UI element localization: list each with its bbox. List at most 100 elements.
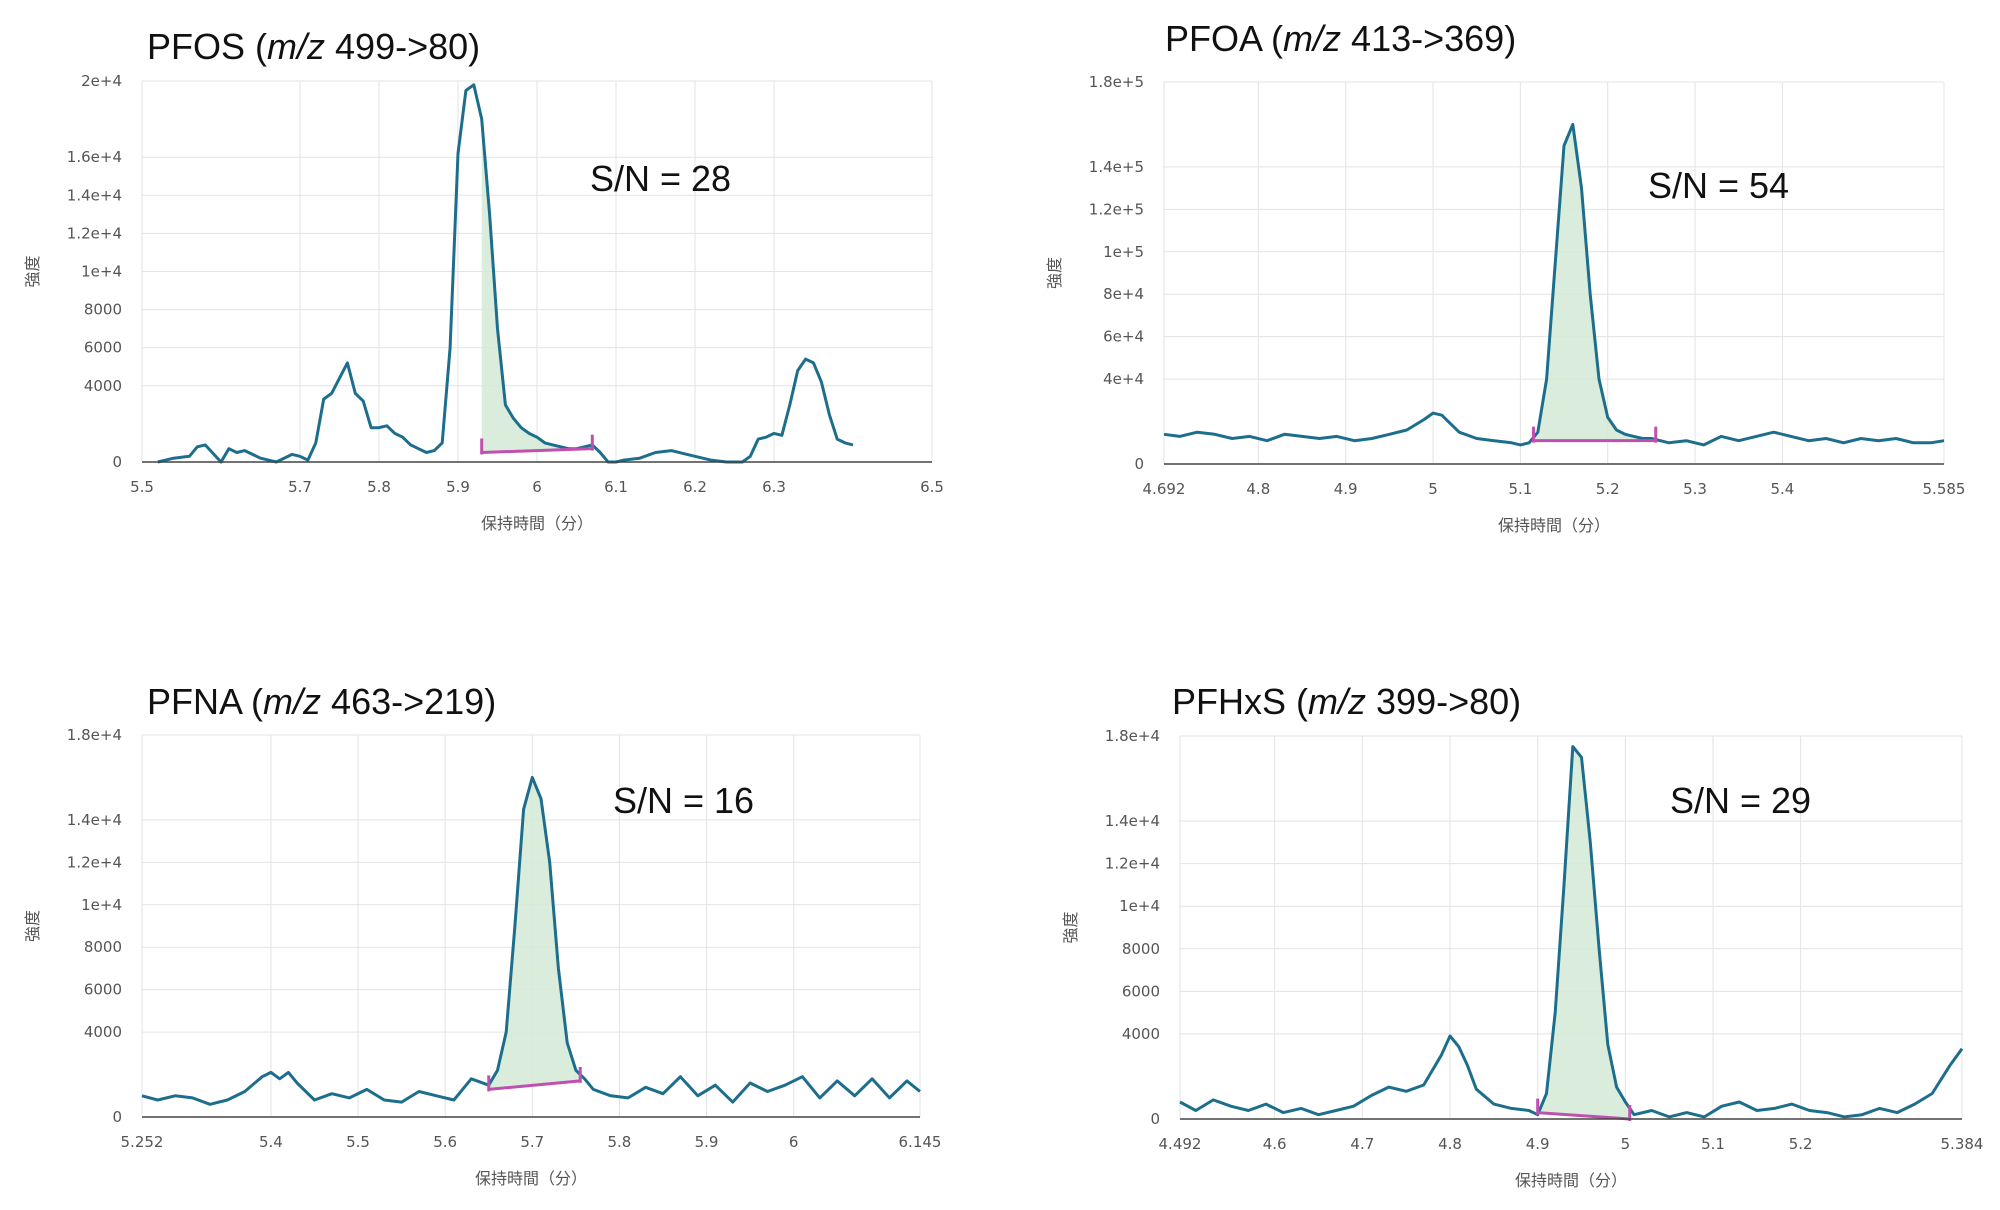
x-tick-label: 4.8 <box>1438 1135 1462 1153</box>
chart-plot: 5.5 5.7 5.8 5.9 6 6.1 6.2 6.3 6.5 0 4000 6000 8000 1e… <box>23 72 944 533</box>
chart-pfos: PFOS (m/z 499->80) 5.5 5.7 5.8 5.9 6 6.1 6.2 6.… <box>0 0 1000 605</box>
y-tick-label: 1.4e+4 <box>67 811 122 829</box>
title-transition: 413->369 <box>1351 18 1505 59</box>
chart-plot: 4.492 4.6 4.7 4.8 4.9 5 5.1 5.2 5.384 0 4000 6000 80… <box>1061 727 1984 1190</box>
y-tick-label: 0 <box>1150 1110 1160 1128</box>
x-tick-label: 5 <box>1621 1135 1631 1153</box>
chart-plot: 5.252 5.4 5.5 5.6 5.7 5.8 5.9 6 6.145 0 4000 6000 80… <box>23 726 942 1188</box>
chart-title: PFOS (m/z 499->80) <box>147 26 481 67</box>
x-tick-label: 5.9 <box>695 1133 719 1151</box>
y-tick-label: 1.2e+4 <box>1105 855 1160 873</box>
x-tick-label: 5.5 <box>130 478 154 496</box>
y-tick-label: 0 <box>112 1108 122 1126</box>
y-tick-label: 1e+4 <box>81 896 122 914</box>
x-axis-label: 保持時間（分） <box>1498 516 1610 535</box>
y-tick-label: 4000 <box>84 377 122 395</box>
y-axis-label: 強度 <box>23 910 42 942</box>
y-tick-label: 4000 <box>84 1023 122 1041</box>
x-tick-label: 5.252 <box>121 1133 164 1151</box>
x-tick-label: 6 <box>789 1133 799 1151</box>
x-tick-label: 5.585 <box>1923 480 1966 498</box>
x-axis-label: 保持時間（分） <box>475 1169 587 1188</box>
x-tick-label: 4.8 <box>1246 480 1270 498</box>
x-tick-label: 5.8 <box>607 1133 631 1151</box>
signal-to-noise-label: S/N = 54 <box>1648 165 1789 206</box>
y-tick-label: 0 <box>112 453 122 471</box>
chart-title: PFHxS (m/z 399->80) <box>1172 681 1522 722</box>
peak-area <box>1533 124 1656 441</box>
x-tick-label: 5.7 <box>288 478 312 496</box>
x-tick-label: 6.3 <box>762 478 786 496</box>
x-tick-label: 5.9 <box>446 478 470 496</box>
y-tick-label: 6000 <box>1122 982 1160 1000</box>
y-axis-label: 強度 <box>1045 257 1064 289</box>
x-tick-label: 5.1 <box>1508 480 1532 498</box>
chromatogram-trace <box>157 83 854 464</box>
x-tick-label: 4.9 <box>1334 480 1358 498</box>
y-tick-label: 8000 <box>1122 940 1160 958</box>
x-tick-label: 5.3 <box>1683 480 1707 498</box>
x-tick-label: 5.2 <box>1596 480 1620 498</box>
x-tick-label: 5 <box>1428 480 1438 498</box>
y-axis-label: 強度 <box>1061 911 1080 943</box>
x-tick-label: 6 <box>532 478 542 496</box>
y-tick-label: 1.4e+5 <box>1089 158 1144 176</box>
peak-area <box>481 119 593 453</box>
y-tick-label: 4e+4 <box>1103 370 1144 388</box>
y-tick-label: 2e+4 <box>81 72 122 90</box>
y-tick-label: 1.8e+4 <box>1105 727 1160 745</box>
signal-to-noise-label: S/N = 29 <box>1670 780 1811 821</box>
x-tick-label: 5.6 <box>433 1133 457 1151</box>
x-tick-label: 5.8 <box>367 478 391 496</box>
y-tick-label: 4000 <box>1122 1025 1160 1043</box>
x-tick-label: 5.4 <box>259 1133 283 1151</box>
y-tick-label: 8000 <box>84 301 122 319</box>
y-tick-label: 1.6e+4 <box>67 148 122 166</box>
y-tick-label: 6000 <box>84 981 122 999</box>
chart-pfna: PFNA (m/z 463->219) 5.252 5.4 5.5 5.6 5.7 5.8… <box>0 605 1000 1210</box>
title-transition: 463->219 <box>331 681 485 722</box>
y-tick-label: 1e+4 <box>81 263 122 281</box>
peak-area <box>1537 746 1630 1119</box>
chromatogram-trace <box>1179 745 1964 1119</box>
signal-to-noise-label: S/N = 16 <box>613 780 754 821</box>
y-tick-label: 8000 <box>84 938 122 956</box>
x-tick-label: 6.2 <box>683 478 707 496</box>
title-compound: PFOA <box>1165 18 1262 59</box>
title-mz-label: m/z <box>267 26 326 67</box>
title-compound: PFHxS <box>1172 681 1287 722</box>
chromatogram-trace <box>141 775 921 1106</box>
x-tick-label: 5.384 <box>1941 1135 1984 1153</box>
x-axis-label: 保持時間（分） <box>481 514 593 533</box>
x-tick-label: 5.2 <box>1789 1135 1813 1153</box>
x-tick-label: 4.492 <box>1159 1135 1202 1153</box>
chart-plot: 4.692 4.8 4.9 5 5.1 5.2 5.3 5.4 5.585 0 4e+4 6e+4 8e… <box>1045 73 1966 535</box>
chart-title: PFNA (m/z 463->219) <box>147 681 497 722</box>
x-tick-label: 6.5 <box>920 478 944 496</box>
peak-baseline <box>488 1079 581 1091</box>
x-tick-label: 5.5 <box>346 1133 370 1151</box>
x-tick-label: 6.145 <box>899 1133 942 1151</box>
title-mz-label: m/z <box>1283 18 1342 59</box>
y-tick-label: 6000 <box>84 339 122 357</box>
x-tick-label: 5.1 <box>1701 1135 1725 1153</box>
title-transition: 499->80 <box>335 26 469 67</box>
x-tick-label: 4.692 <box>1143 480 1186 498</box>
x-tick-label: 4.6 <box>1263 1135 1287 1153</box>
y-tick-label: 1.8e+5 <box>1089 73 1144 91</box>
x-tick-label: 5.4 <box>1770 480 1794 498</box>
title-mz-label: m/z <box>263 681 322 722</box>
y-tick-label: 1.2e+5 <box>1089 200 1144 218</box>
y-tick-label: 8e+4 <box>1103 285 1144 303</box>
peak-baseline <box>1537 1111 1630 1121</box>
signal-to-noise-label: S/N = 28 <box>590 158 731 199</box>
y-tick-label: 1e+5 <box>1103 243 1144 261</box>
title-transition: 399->80 <box>1376 681 1510 722</box>
y-tick-label: 1.2e+4 <box>67 853 122 871</box>
x-axis-label: 保持時間（分） <box>1515 1171 1627 1190</box>
chart-pfoa: PFOA (m/z 413->369) 4.692 4.8 4.9 5 5.1 5.2 5.… <box>1000 0 2000 605</box>
y-tick-label: 1e+4 <box>1119 897 1160 915</box>
y-tick-label: 1.4e+4 <box>1105 812 1160 830</box>
chart-pfhxs: PFHxS (m/z 399->80) 4.492 4.6 4.7 4.8 4.9 5 5.… <box>1000 605 2000 1210</box>
chromatogram-trace <box>1163 122 1945 447</box>
